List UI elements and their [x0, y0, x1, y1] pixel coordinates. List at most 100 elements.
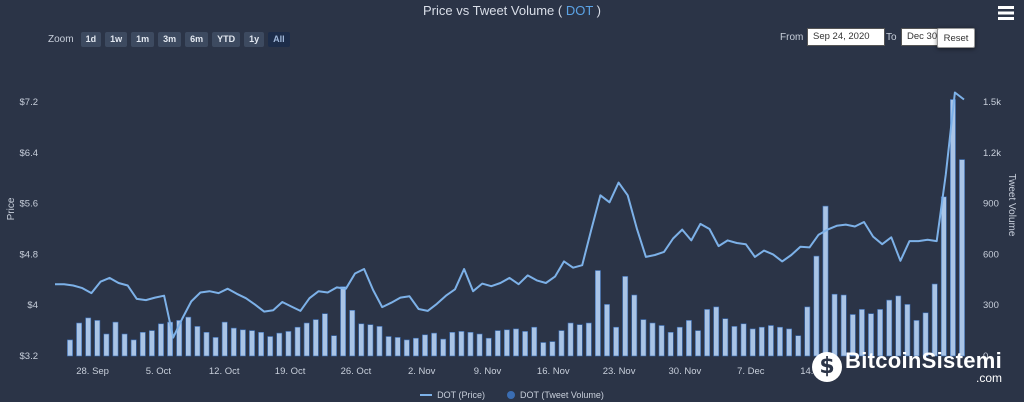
- volume-bar: [185, 316, 192, 357]
- volume-bar: [786, 328, 792, 357]
- volume-bar: [676, 326, 683, 357]
- date-tick-label: 9. Nov: [474, 366, 502, 377]
- volume-bar: [303, 322, 310, 357]
- volume-axis-ticks: 0 300 600 900 1.2k 1.5k: [983, 97, 1001, 362]
- volume-bar: [640, 319, 647, 357]
- line-legend-icon: [420, 394, 433, 396]
- volume-bar: [485, 337, 492, 357]
- volume-bar: [868, 313, 874, 357]
- date-axis-ticks: 28. Sep 5. Oct 12. Oct 19. Oct 26. Oct 2. Nov…: [76, 366, 833, 377]
- zoom-1d-button[interactable]: 1d: [80, 31, 102, 47]
- to-label: To: [886, 32, 897, 43]
- volume-bar: [494, 330, 501, 357]
- volume-bar: [358, 323, 365, 357]
- volume-bar: [458, 331, 465, 357]
- legend-volume-label: DOT (Tweet Volume): [519, 390, 604, 400]
- volume-bar: [476, 333, 483, 357]
- volume-bar: [731, 326, 738, 357]
- volume-bar: [212, 337, 219, 357]
- volume-bar: [567, 322, 574, 357]
- volume-bar: [795, 335, 802, 357]
- volume-bar: [94, 320, 101, 357]
- volume-bar: [576, 324, 583, 357]
- volume-bar: [749, 328, 756, 357]
- price-axis-ticks: $3.2 $4 $4.8 $5.6 $6.4 $7.2: [20, 97, 39, 362]
- volume-bar: [622, 276, 629, 357]
- volume-bar: [340, 286, 346, 357]
- volume-bar: [158, 323, 164, 357]
- volume-bar: [822, 205, 829, 357]
- volume-tick-label: 1.2k: [983, 148, 1001, 159]
- volume-tick-label: 1.5k: [983, 97, 1001, 108]
- zoom-3m-button[interactable]: 3m: [158, 31, 182, 47]
- volume-bar: [531, 326, 538, 357]
- date-tick-label: 16. Nov: [537, 366, 570, 377]
- volume-bar: [522, 331, 528, 357]
- price-tick-label: $3.2: [20, 351, 39, 362]
- volume-bar: [194, 326, 201, 357]
- volume-bar: [649, 322, 656, 357]
- from-date-input[interactable]: Sep 24, 2020: [807, 28, 885, 46]
- volume-bar: [695, 330, 701, 357]
- volume-bar: [913, 320, 920, 357]
- volume-bar: [959, 159, 965, 357]
- date-tick-label: 19. Oct: [275, 366, 306, 377]
- legend-item-volume[interactable]: DOT (Tweet Volume): [506, 390, 604, 400]
- volume-bar: [558, 330, 565, 357]
- chart-title: Price vs Tweet Volume ( DOT ): [423, 3, 601, 18]
- volume-bar: [176, 320, 183, 357]
- volume-bar: [76, 322, 82, 357]
- date-tick-label: 2. Nov: [408, 366, 436, 377]
- zoom-all-button[interactable]: All: [268, 31, 290, 47]
- volume-bar: [658, 325, 665, 357]
- watermark: $ BitcoinSistemi .com: [812, 344, 1002, 390]
- volume-bar: [403, 339, 410, 357]
- volume-bar: [886, 299, 893, 357]
- volume-bar: [267, 336, 274, 357]
- volume-bar: [513, 328, 519, 357]
- watermark-suffix: .com: [976, 371, 1003, 385]
- volume-bar: [858, 309, 865, 357]
- volume-bar: [604, 304, 610, 357]
- volume-bar: [249, 330, 255, 357]
- hamburger-menu-icon[interactable]: [996, 4, 1016, 22]
- volume-bar: [139, 331, 146, 357]
- volume-bar: [449, 331, 456, 357]
- volume-bar: [758, 326, 765, 357]
- zoom-6m-button[interactable]: 6m: [185, 31, 209, 47]
- price-axis-label: Price: [6, 197, 17, 220]
- volume-bar: [540, 342, 547, 357]
- price-tick-label: $4.8: [20, 249, 39, 260]
- date-tick-label: 23. Nov: [603, 366, 636, 377]
- legend-item-price[interactable]: DOT (Price): [420, 390, 485, 400]
- volume-bar: [240, 329, 246, 357]
- volume-bar: [895, 295, 902, 357]
- volume-bar: [203, 331, 210, 357]
- volume-bar: [431, 332, 437, 357]
- zoom-1w-button[interactable]: 1w: [105, 31, 128, 47]
- volume-tick-label: 0: [983, 351, 988, 362]
- date-tick-label: 7. Dec: [737, 366, 765, 377]
- volume-bar: [312, 319, 319, 357]
- zoom-1y-button[interactable]: 1y: [244, 31, 265, 47]
- volume-bars: [67, 99, 965, 357]
- volume-bar: [594, 270, 601, 357]
- zoom-1m-button[interactable]: 1m: [131, 31, 155, 47]
- volume-bar: [367, 324, 374, 357]
- volume-bar: [230, 327, 237, 357]
- volume-axis-label: Tweet Volume: [1006, 174, 1017, 237]
- volume-bar: [767, 325, 774, 357]
- volume-bar: [103, 333, 110, 357]
- volume-bar: [667, 331, 674, 357]
- volume-bar: [740, 323, 747, 357]
- date-tick-label: 5. Oct: [146, 366, 172, 377]
- volume-bar: [221, 321, 228, 357]
- volume-bar: [685, 320, 692, 357]
- date-tick-label: 28. Sep: [76, 366, 109, 377]
- volume-bar: [331, 335, 337, 357]
- volume-bar: [149, 330, 155, 357]
- volume-bar: [440, 338, 447, 357]
- reset-zoom-button[interactable]: Reset: [937, 28, 975, 48]
- volume-bar: [904, 304, 911, 357]
- zoom-ytd-button[interactable]: YTD: [212, 31, 241, 47]
